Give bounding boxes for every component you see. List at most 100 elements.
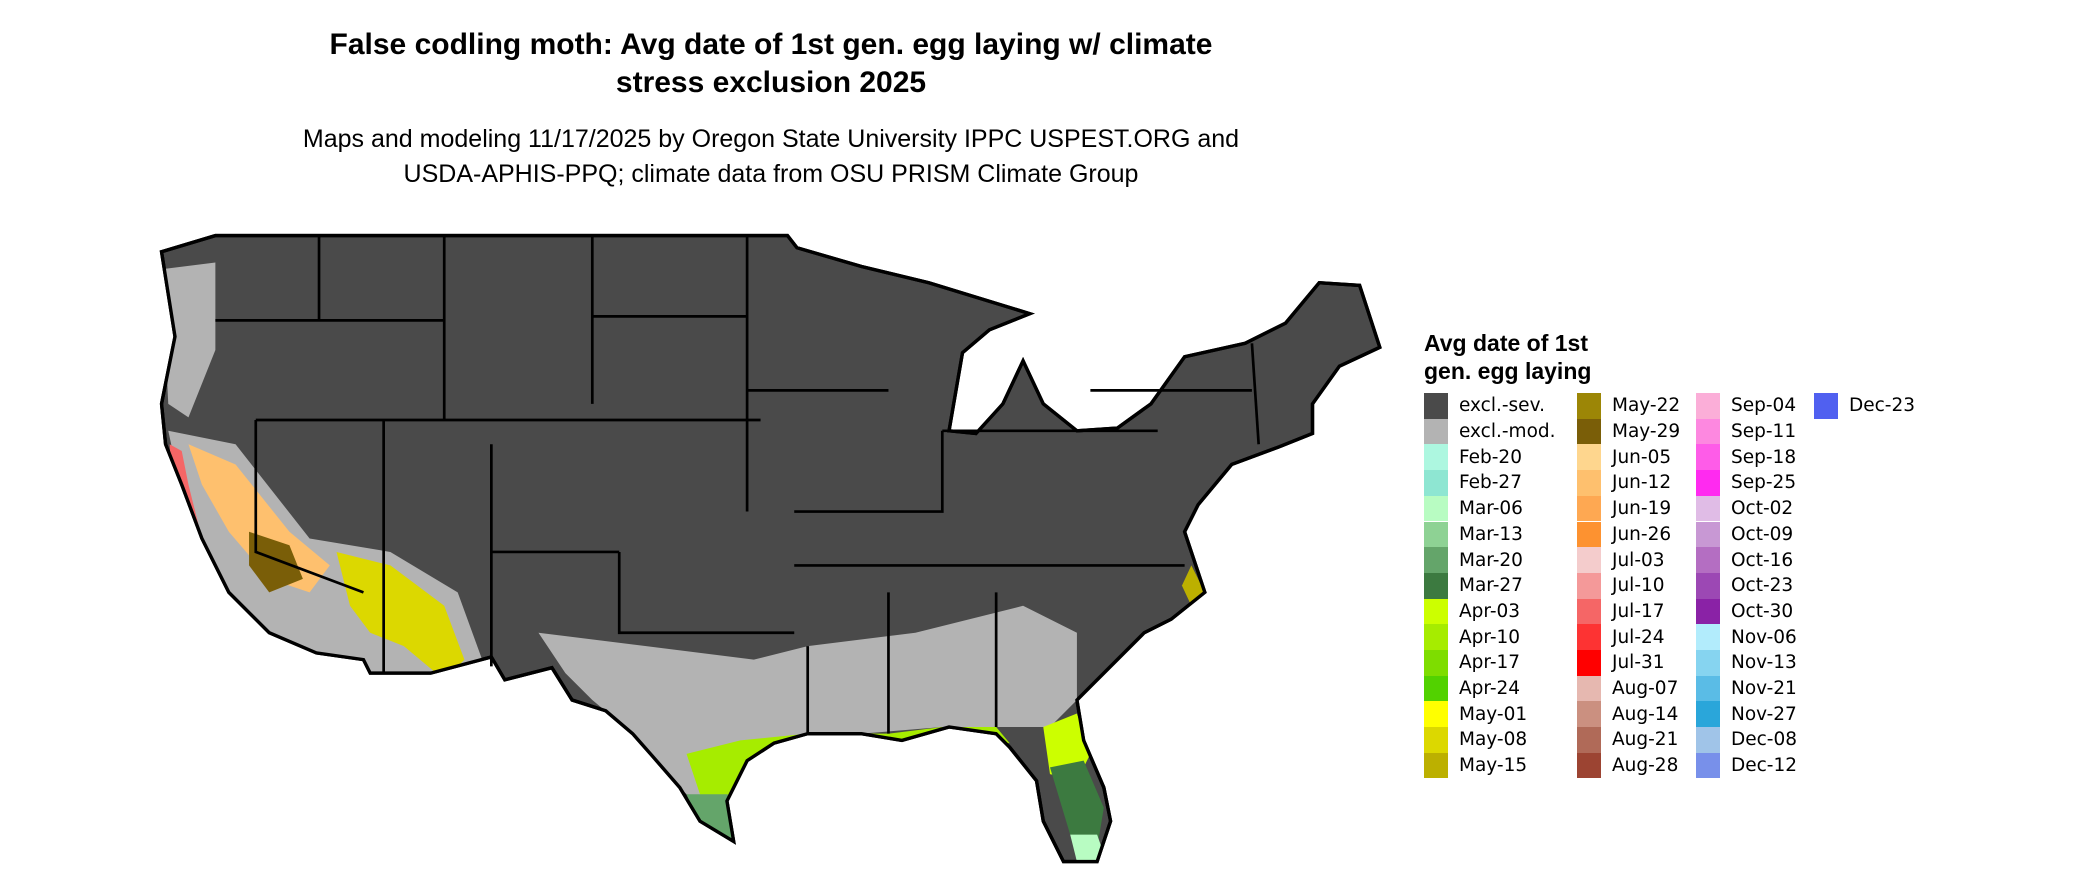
legend-swatch (1577, 470, 1601, 496)
title-line-1: False codling moth: Avg date of 1st gen.… (329, 28, 1213, 61)
legend-label: May-01 (1459, 703, 1528, 725)
legend-item: Jun-19 (1577, 495, 1672, 522)
legend-item: Mar-13 (1424, 521, 1523, 548)
legend-item: Mar-27 (1424, 572, 1523, 599)
legend-label: Aug-14 (1612, 703, 1679, 725)
legend-swatch (1814, 393, 1838, 419)
legend-label: May-22 (1612, 395, 1681, 417)
legend-label: Jun-26 (1612, 523, 1672, 545)
legend-item: Oct-23 (1696, 572, 1794, 599)
legend-item: Jul-17 (1577, 598, 1665, 625)
legend-item: May-15 (1424, 752, 1528, 779)
legend-swatch (1696, 495, 1720, 522)
legend-label: Oct-09 (1731, 523, 1794, 545)
legend-swatch (1696, 624, 1720, 650)
state-border (794, 430, 944, 513)
legend-swatch (1424, 624, 1448, 650)
region-may-08 (336, 551, 465, 680)
legend-item: Nov-13 (1696, 650, 1797, 676)
legend-swatch (1577, 393, 1601, 419)
legend-swatch (1696, 752, 1720, 779)
legend-swatch (1424, 727, 1448, 753)
legend-label: Feb-27 (1459, 472, 1522, 494)
legend-item: Nov-27 (1696, 701, 1797, 728)
region-mar-27 (1050, 760, 1104, 849)
legend-label: Jul-24 (1612, 626, 1665, 648)
legend-label: Oct-02 (1731, 498, 1794, 520)
legend-label: Jul-17 (1612, 600, 1665, 622)
legend-item: Dec-08 (1696, 727, 1797, 753)
legend-label: Nov-06 (1731, 626, 1797, 648)
legend-label: Jul-10 (1612, 575, 1665, 597)
legend-item: May-08 (1424, 727, 1527, 753)
legend-label: Aug-07 (1612, 678, 1679, 700)
legend-swatch (1696, 470, 1720, 496)
legend-item: May-01 (1424, 701, 1528, 728)
subtitle-line-2: USDA-APHIS-PPQ; climate data from OSU PR… (403, 160, 1139, 188)
region-jun-12 (188, 444, 330, 593)
legend-label: Nov-27 (1731, 703, 1797, 725)
legend-label: May-15 (1459, 755, 1528, 777)
legend-item: Jun-26 (1577, 521, 1672, 548)
legend-label: Jun-12 (1612, 472, 1672, 494)
region-excl-mod- (161, 262, 216, 418)
legend-item: Sep-04 (1696, 393, 1796, 419)
legend-swatch (1424, 675, 1448, 702)
legend-swatch (1424, 444, 1448, 471)
legend-swatch (1424, 572, 1448, 599)
legend-swatch (1577, 495, 1601, 522)
legend-item: Dec-23 (1814, 393, 1915, 419)
legend-swatch (1424, 598, 1448, 625)
legend-title-line-2: gen. egg laying (1424, 358, 1592, 384)
legend-item: Aug-21 (1577, 727, 1678, 753)
legend-item: excl.-mod. (1424, 418, 1556, 445)
legend-label: Oct-23 (1731, 575, 1794, 597)
legend-swatch (1577, 650, 1601, 676)
legend-item: Aug-28 (1577, 752, 1679, 779)
legend-swatch (1696, 701, 1720, 728)
legend-item: Mar-06 (1424, 495, 1523, 522)
legend-swatch (1577, 624, 1601, 650)
chart-title: False codling moth: Avg date of 1st gen.… (200, 26, 1342, 102)
legend-swatch (1696, 393, 1720, 419)
legend-item: Jul-31 (1577, 650, 1665, 676)
legend-swatch (1424, 701, 1448, 728)
legend-label: Jun-19 (1612, 498, 1672, 520)
legend-swatch (1424, 521, 1448, 548)
state-border (254, 420, 364, 594)
legend-swatch (1696, 521, 1720, 548)
legend-item: Oct-09 (1696, 521, 1794, 548)
legend-item: Sep-11 (1696, 418, 1797, 445)
legend-item: Apr-03 (1424, 598, 1520, 625)
legend-item: Aug-07 (1577, 675, 1679, 702)
legend-label: excl.-mod. (1459, 421, 1556, 443)
legend-item: Feb-27 (1424, 470, 1522, 496)
legend-label: Apr-10 (1459, 626, 1521, 648)
legend-item: Apr-24 (1424, 675, 1520, 702)
legend-label: Nov-13 (1731, 652, 1797, 674)
legend-swatch (1577, 521, 1601, 548)
region-jul-17 (169, 444, 250, 631)
legend-label: Mar-27 (1459, 575, 1523, 597)
legend-title-line-1: Avg date of 1st (1424, 330, 1589, 356)
legend-item: Apr-10 (1424, 624, 1520, 650)
legend-swatch (1577, 701, 1601, 728)
chart-subtitle: Maps and modeling 11/17/2025 by Oregon S… (200, 122, 1342, 192)
region-may-29 (249, 531, 303, 593)
conus-border (159, 233, 1382, 864)
legend-label: Aug-28 (1612, 755, 1679, 777)
legend-swatch (1424, 418, 1448, 445)
legend-swatch (1696, 675, 1720, 702)
legend-item: May-29 (1577, 418, 1680, 445)
legend-label: Sep-04 (1731, 395, 1797, 417)
legend-item: Oct-16 (1696, 547, 1793, 573)
legend-swatch (1577, 418, 1601, 445)
legend-swatch (1424, 470, 1448, 496)
legend-swatch (1696, 572, 1720, 599)
legend-swatch (1696, 547, 1720, 573)
legend-label: Sep-11 (1731, 421, 1797, 443)
legend-swatch (1577, 675, 1601, 702)
legend-swatch (1577, 752, 1601, 779)
legend-item: Apr-17 (1424, 650, 1520, 676)
